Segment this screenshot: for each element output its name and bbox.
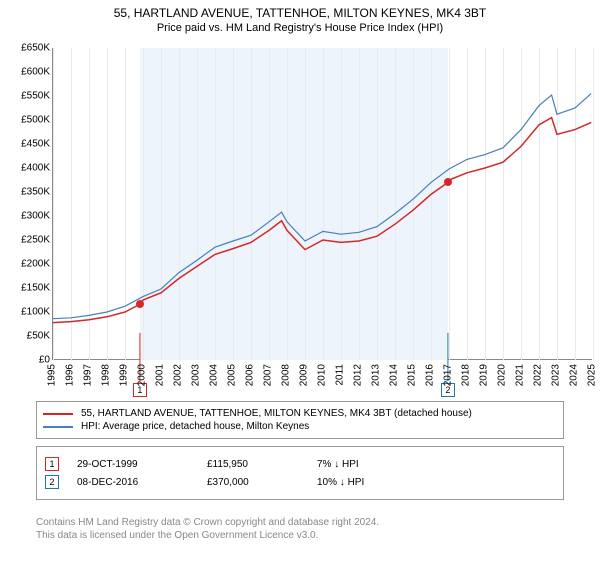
x-tick: 2020 (497, 364, 508, 386)
x-tick: 2021 (515, 364, 526, 386)
footer-line1: Contains HM Land Registry data © Crown c… (36, 516, 564, 529)
y-axis: £0£50K£100K£150K£200K£250K£300K£350K£400… (8, 48, 52, 388)
series-hpi (53, 94, 591, 319)
y-tick: £200K (21, 259, 50, 270)
x-tick: 2008 (281, 364, 292, 386)
y-tick: £150K (21, 283, 50, 294)
x-tick: 2006 (245, 364, 256, 386)
x-tick: 2009 (299, 364, 310, 386)
sale-marker-box: 2 (45, 475, 59, 489)
y-tick: £350K (21, 187, 50, 198)
y-tick: £650K (21, 43, 50, 54)
y-tick: £550K (21, 91, 50, 102)
x-tick: 2018 (461, 364, 472, 386)
x-tick: 1997 (83, 364, 94, 386)
x-tick: 2019 (479, 364, 490, 386)
legend-row-property: 55, HARTLAND AVENUE, TATTENHOE, MILTON K… (43, 408, 557, 419)
x-tick: 2024 (569, 364, 580, 386)
chart-subtitle: Price paid vs. HM Land Registry's House … (0, 22, 600, 34)
x-tick: 2013 (371, 364, 382, 386)
legend-swatch-property (43, 413, 73, 415)
x-tick: 1998 (101, 364, 112, 386)
x-tick: 2022 (533, 364, 544, 386)
legend-row-hpi: HPI: Average price, detached house, Milt… (43, 421, 557, 432)
y-tick: £100K (21, 307, 50, 318)
chart-container: 55, HARTLAND AVENUE, TATTENHOE, MILTON K… (0, 6, 600, 566)
gridline (593, 48, 594, 360)
sale-dot (136, 300, 144, 308)
series-property (53, 118, 591, 323)
sale-price: £115,950 (207, 459, 317, 470)
sale-row: 2 08-DEC-2016£370,00010% ↓ HPI (45, 475, 555, 489)
x-tick: 2007 (263, 364, 274, 386)
x-tick: 2004 (209, 364, 220, 386)
y-tick: £50K (27, 331, 50, 342)
legend-label-property: 55, HARTLAND AVENUE, TATTENHOE, MILTON K… (81, 408, 472, 419)
chart-area: £0£50K£100K£150K£200K£250K£300K£350K£400… (8, 48, 592, 388)
y-tick: £600K (21, 67, 50, 78)
x-tick: 2023 (551, 364, 562, 386)
x-tick: 2010 (317, 364, 328, 386)
y-tick: £250K (21, 235, 50, 246)
plot-area: 12 (52, 48, 592, 360)
legend: 55, HARTLAND AVENUE, TATTENHOE, MILTON K… (36, 401, 564, 439)
sale-pct: 7% ↓ HPI (317, 459, 437, 470)
x-tick: 1996 (65, 364, 76, 386)
sale-date: 29-OCT-1999 (77, 459, 207, 470)
chart-title: 55, HARTLAND AVENUE, TATTENHOE, MILTON K… (0, 6, 600, 20)
footer: Contains HM Land Registry data © Crown c… (36, 516, 564, 542)
x-tick: 2016 (425, 364, 436, 386)
x-axis: 1995199619971998199920002001200220032004… (52, 360, 592, 388)
footer-line2: This data is licensed under the Open Gov… (36, 529, 564, 542)
x-tick: 2002 (173, 364, 184, 386)
sale-marker-box: 1 (45, 457, 59, 471)
y-tick: £450K (21, 139, 50, 150)
legend-label-hpi: HPI: Average price, detached house, Milt… (81, 421, 309, 432)
x-tick: 2005 (227, 364, 238, 386)
y-tick: £500K (21, 115, 50, 126)
x-tick: 2000 (137, 364, 148, 386)
sale-pct: 10% ↓ HPI (317, 477, 437, 488)
plot-svg (53, 48, 593, 360)
x-tick: 2001 (155, 364, 166, 386)
sale-price: £370,000 (207, 477, 317, 488)
x-tick: 1995 (47, 364, 58, 386)
sale-date: 08-DEC-2016 (77, 477, 207, 488)
y-tick: £400K (21, 163, 50, 174)
x-tick: 2003 (191, 364, 202, 386)
x-tick: 2012 (353, 364, 364, 386)
sales-table: 1 29-OCT-1999£115,9507% ↓ HPI 2 08-DEC-2016… (36, 446, 564, 500)
sale-dot (444, 178, 452, 186)
x-tick: 1999 (119, 364, 130, 386)
x-tick: 2011 (335, 364, 346, 386)
x-tick: 2014 (389, 364, 400, 386)
x-tick: 2017 (443, 364, 454, 386)
x-tick: 2025 (587, 364, 598, 386)
legend-swatch-hpi (43, 426, 73, 428)
y-tick: £300K (21, 211, 50, 222)
sale-row: 1 29-OCT-1999£115,9507% ↓ HPI (45, 457, 555, 471)
x-tick: 2015 (407, 364, 418, 386)
